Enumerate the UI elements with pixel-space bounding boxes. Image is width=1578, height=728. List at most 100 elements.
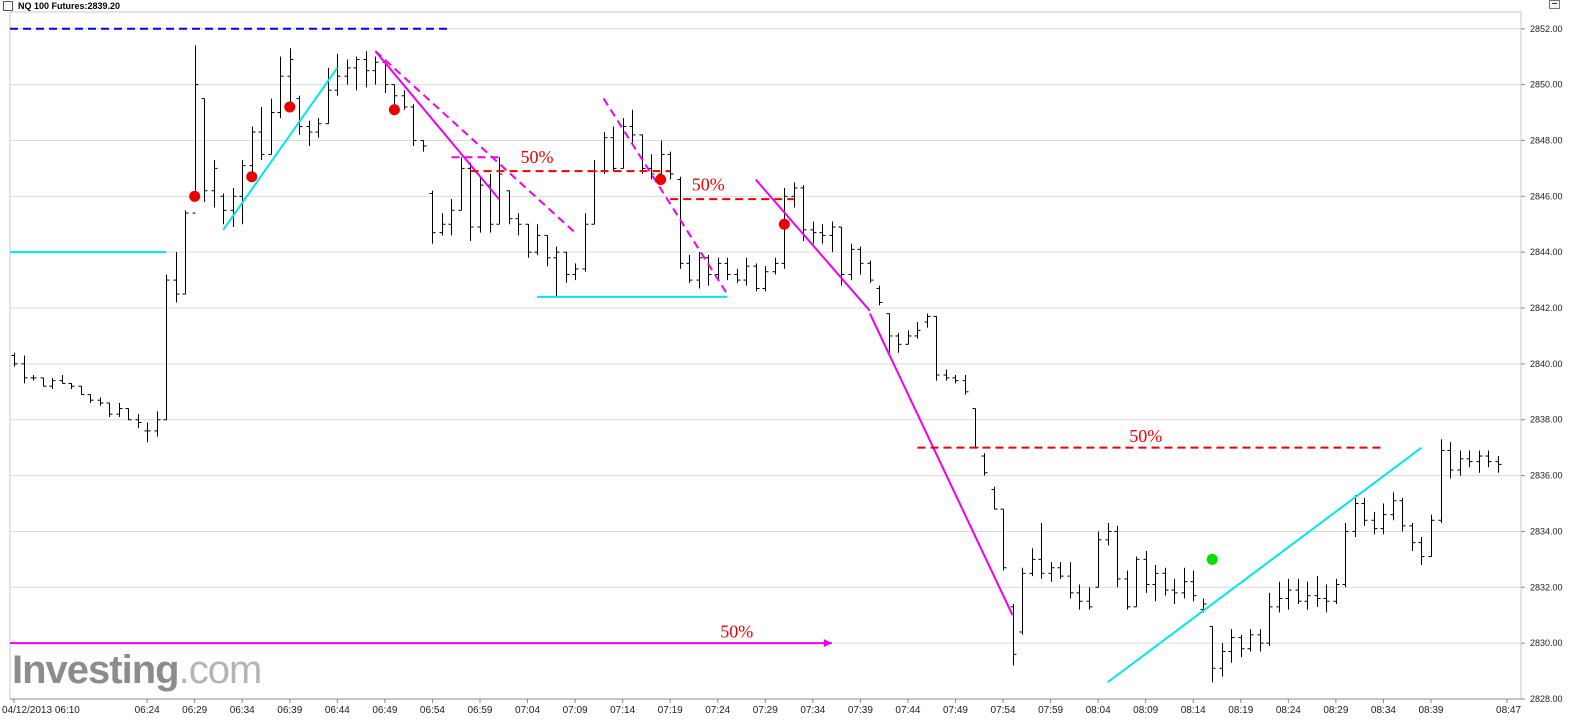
ohlc-bar (353, 56, 360, 91)
ohlc-bar (97, 397, 104, 406)
ohlc-bar (933, 315, 940, 381)
ohlc-bar (1029, 548, 1036, 577)
ohlc-bar (287, 48, 294, 107)
x-tick-label: 06:49 (372, 705, 397, 716)
x-tick-label: 06:39 (277, 705, 302, 716)
trend-line-cyan (222, 67, 339, 231)
ohlc-bar (1342, 523, 1349, 588)
ohlc-bar (962, 375, 969, 395)
ohlc-bar (1333, 578, 1340, 605)
ohlc-bar (582, 213, 589, 272)
y-tick-label: 2840.00 (1530, 359, 1563, 369)
y-tick-label: 2832.00 (1530, 582, 1563, 592)
ohlc-bar (724, 257, 731, 281)
ohlc-bar (572, 263, 579, 281)
x-tick-label: 07:34 (800, 705, 825, 716)
x-tick-label: 06:44 (325, 705, 350, 716)
ohlc-bar (1447, 442, 1454, 479)
ohlc-bar (1476, 450, 1483, 473)
ohlc-bar (249, 126, 256, 177)
series-checkbox-icon[interactable] (3, 0, 13, 11)
ohlc-bar (1314, 576, 1321, 607)
ohlc-bar (1219, 643, 1226, 677)
ohlc-bar (620, 118, 627, 169)
x-tick-label: 07:29 (753, 705, 778, 716)
x-tick-label: 07:19 (658, 705, 683, 716)
ohlc-bar (59, 375, 66, 384)
ohlc-bar (296, 95, 303, 135)
drawing-annotations-layer (10, 27, 1423, 684)
ohlc-bar (696, 252, 703, 289)
signal-dot-green (1206, 553, 1218, 565)
ohlc-bar (1295, 578, 1302, 605)
ohlc-bar (1114, 525, 1121, 588)
ohlc-bar (173, 252, 180, 303)
chart-title-bar: NQ 100 Futures:2839.20 (0, 0, 120, 11)
ohlc-bar (325, 67, 332, 125)
y-tick-label: 2846.00 (1530, 191, 1563, 201)
ohlc-bar (972, 408, 979, 449)
ohlc-bar (1428, 514, 1435, 558)
y-tick-label: 2852.00 (1530, 24, 1563, 34)
ohlc-bar (1000, 508, 1007, 571)
ohlc-bar (753, 263, 760, 292)
x-tick-label: 07:24 (705, 705, 730, 716)
ohlc-bar (1323, 584, 1330, 613)
ohlc-bar (829, 221, 836, 253)
ohlc-bar (87, 394, 94, 403)
y-tick-label: 2850.00 (1530, 80, 1563, 90)
ohlc-bar (895, 333, 902, 353)
ohlc-bar (991, 486, 998, 510)
ohlc-bar (163, 274, 170, 421)
ohlc-bar (363, 51, 370, 88)
ohlc-bar (1457, 450, 1464, 476)
indicator-dots-layer (189, 101, 1218, 565)
signal-dot-red (388, 104, 400, 116)
ohlc-bar (487, 173, 494, 233)
ohlc-bar (1048, 562, 1055, 582)
x-tick-label: 07:09 (563, 705, 588, 716)
ohlc-bar (40, 377, 47, 387)
ohlc-bar (1105, 523, 1112, 546)
ohlc-bar (772, 257, 779, 275)
x-tick-label: 08:24 (1276, 705, 1301, 716)
ohlc-bar (11, 352, 18, 367)
fib-50-percent-label: 50% (692, 175, 725, 195)
ohlc-bar (1143, 550, 1150, 593)
ohlc-bar (1228, 629, 1235, 663)
ohlc-bar (154, 411, 161, 437)
fib-50-percent-label: 50% (521, 147, 554, 167)
ohlc-bar (277, 56, 284, 119)
ohlc-bar (306, 120, 313, 147)
minimize-icon[interactable] (1549, 0, 1560, 9)
y-tick-label: 2836.00 (1530, 471, 1563, 481)
ohlc-bar (810, 221, 817, 244)
ohlc-bar (1067, 562, 1074, 599)
ohlc-bar (258, 106, 265, 161)
ohlc-bar (49, 377, 56, 390)
ohlc-bar (1352, 495, 1359, 538)
ohlc-bar (1133, 556, 1140, 608)
ohlc-bar (344, 59, 351, 85)
trend-line-magenta (755, 178, 871, 312)
ohlc-bar (819, 224, 826, 244)
ohlc-bar (30, 375, 37, 381)
ohlc-bar (1190, 570, 1197, 602)
axis-layer: 2828.00 2830.00 2832.00 2834.00 2836.00 2838.… (2, 24, 1563, 716)
grid-layer (9, 11, 1522, 700)
ohlc-bar (230, 187, 237, 228)
ohlc-bar (1076, 584, 1083, 610)
ohlc-bar (448, 199, 455, 236)
ohlc-bar (220, 193, 227, 225)
ohlc-bar (1038, 523, 1045, 579)
ohlc-bar (544, 234, 551, 267)
ohlc-bar (629, 109, 636, 144)
ohlc-bar (1010, 604, 1017, 666)
ohlc-bar (705, 254, 712, 286)
annotation-labels-layer: 50% 50% 50% 50% (521, 147, 1163, 642)
ohlc-bar (1285, 578, 1292, 610)
y-tick-label: 2828.00 (1530, 694, 1563, 704)
ohlc-bar (78, 385, 85, 396)
x-tick-label: 08:14 (1181, 705, 1206, 716)
x-tick-label: 07:14 (610, 705, 635, 716)
